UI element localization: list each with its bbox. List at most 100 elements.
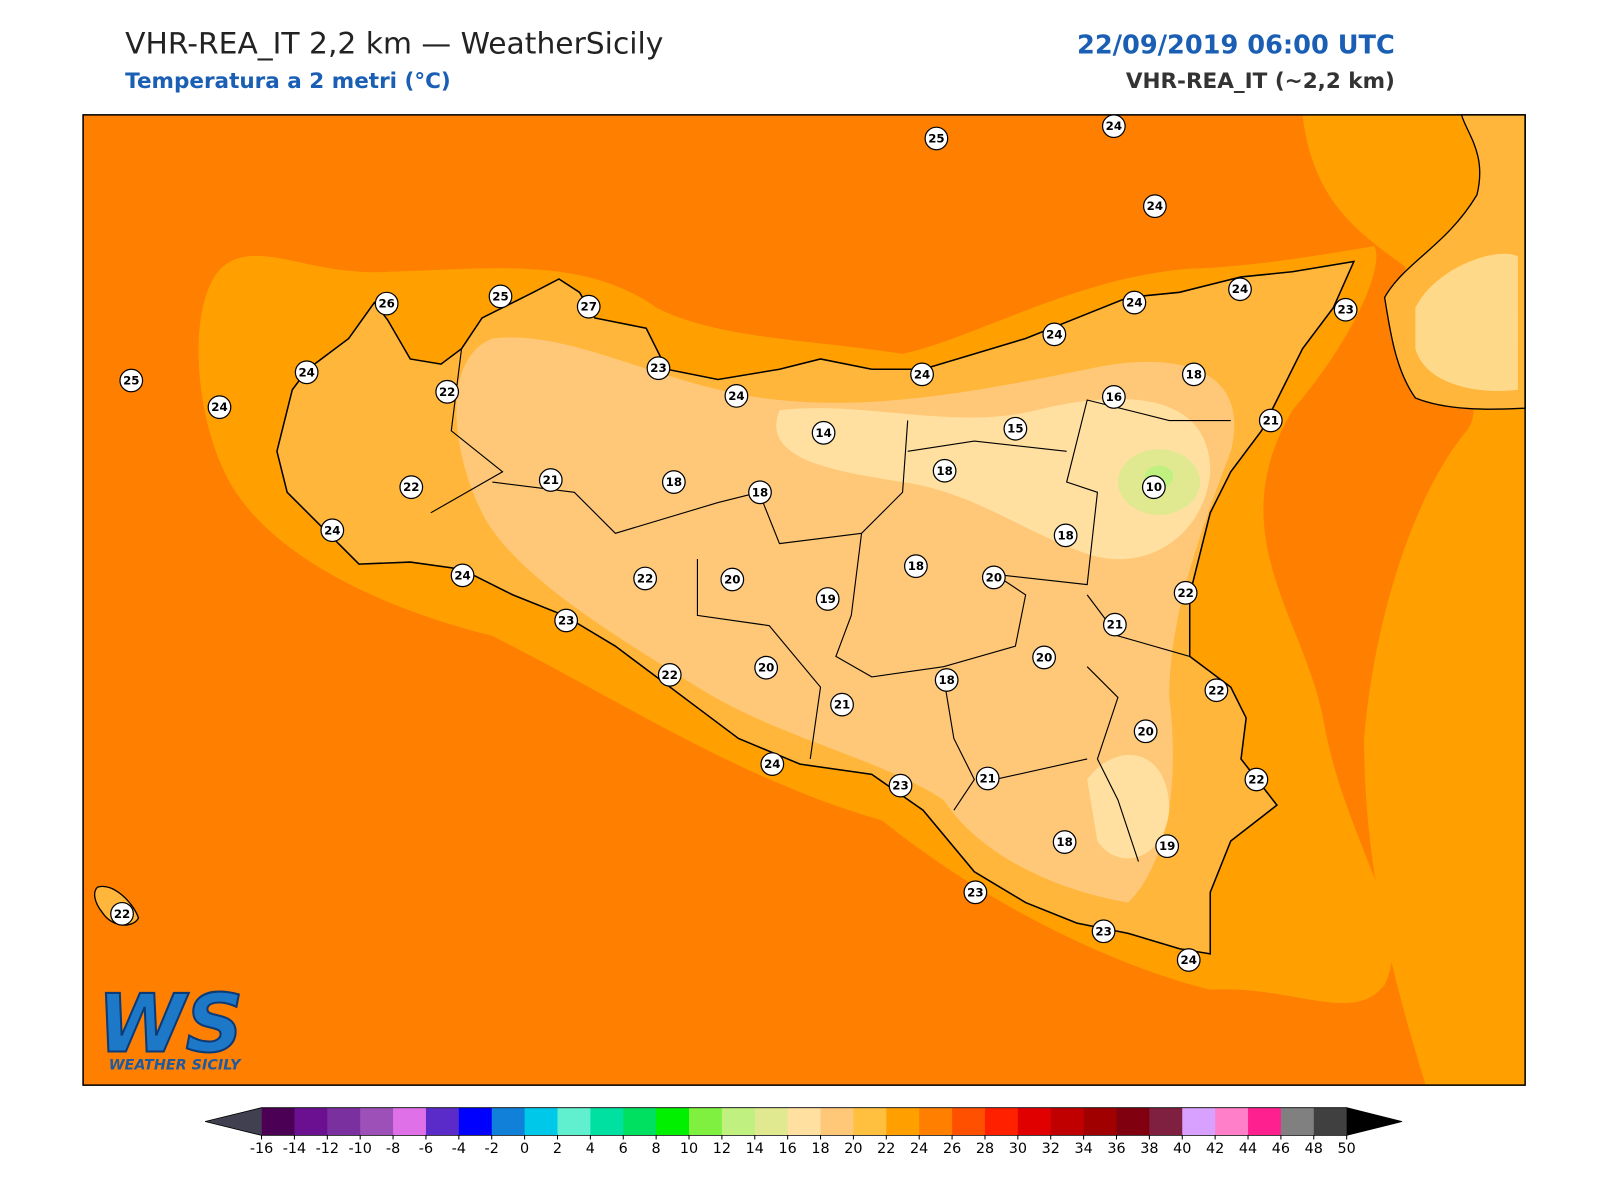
station-value: 20 [724,572,740,586]
station-value: 22 [439,385,455,399]
station-value: 24 [324,523,340,537]
station-value: 18 [1056,835,1072,849]
station: 24 [450,563,475,588]
colorbar-segment [491,1107,526,1136]
station-marker [975,766,1000,791]
station: 25 [488,284,513,309]
inland-cool [776,398,1211,560]
colorbar-segment [557,1107,591,1136]
station-value: 24 [764,757,780,771]
station-value: 20 [758,661,774,675]
colorbar-tick-label: -6 [419,1141,433,1157]
station-value: 24 [728,389,744,403]
colorbar-segment [1116,1107,1150,1136]
station-value: 24 [914,367,930,381]
station-value: 21 [979,771,995,785]
station-marker [435,379,460,404]
station-marker [924,126,949,151]
colorbar-tick-label: 38 [1140,1141,1158,1157]
station-marker [646,356,671,381]
title: VHR-REA_IT 2,2 km — WeatherSicily [125,26,663,61]
station: 24 [1176,948,1201,972]
colorbar-tick-label: 34 [1074,1141,1092,1157]
station-marker [576,294,601,319]
station: 22 [1173,580,1198,605]
station-marker [932,458,957,483]
station-value: 18 [936,464,952,478]
station-value: 22 [637,571,653,585]
station-value: 20 [1036,650,1052,664]
colorbar-tick-label: -14 [283,1141,306,1157]
colorbar-segment [656,1107,690,1136]
station: 18 [934,668,959,692]
station: 23 [1333,297,1358,322]
station-marker [888,773,913,798]
station: 24 [1101,114,1126,139]
station-marker [1141,475,1166,500]
colorbar-segment [984,1107,1019,1136]
colorbar-segment [853,1107,887,1136]
station-marker [1133,719,1158,744]
colorbar: -16 -14 -12 -10 -8 -6 -4 -2 0 2 4 6 8 10 12 14 16 18 20 22 2… [205,1107,1403,1157]
station: 23 [963,880,988,905]
logo: WS WEATHER SICILY [96,976,244,1073]
station-marker [488,284,513,309]
colorbar-segment [919,1107,953,1136]
station-value: 21 [543,473,559,487]
map: 25 24 24 26 25 27 24 24 23 24 25 24 22 23 24 24 18 24 16 15… [82,114,1526,1086]
station-value: 24 [454,568,470,582]
colorbar-segment [1050,1107,1085,1136]
station-marker [1333,297,1358,322]
station-marker [1032,645,1056,670]
colorbar-segment [261,1107,295,1136]
station-marker [1042,322,1067,347]
station-marker [1053,523,1078,548]
colorbar-tick-label: 50 [1338,1141,1356,1157]
station: 20 [1133,719,1158,744]
station: 24 [760,752,785,776]
station: 25 [924,126,949,151]
station-value: 23 [1095,924,1111,938]
colorbar-tick-label: 2 [553,1141,562,1157]
station-marker [320,518,345,543]
map-frame [82,114,1526,1086]
colorbar-tick-label: 10 [680,1141,698,1157]
station-value: 24 [1147,199,1163,213]
station-value: 15 [1007,422,1023,436]
station-value: 18 [752,485,768,499]
station-marker [811,420,836,445]
station-value: 24 [1181,953,1197,967]
station: 26 [374,291,399,316]
colorbar-tick-label: 22 [877,1141,895,1157]
colorbar-over [1346,1107,1403,1136]
colorbar-segment [458,1107,493,1136]
station: 14 [811,420,836,445]
calabria-inland [1415,253,1518,391]
station: 22 [110,901,134,926]
station-value: 18 [1057,528,1073,542]
station-marker [1176,948,1201,972]
station-marker [720,567,745,592]
station-value: 18 [938,673,954,687]
colorbar-tick-label: 32 [1042,1141,1060,1157]
colorbar-tick-label: 6 [619,1141,628,1157]
station: 19 [815,587,840,611]
station-marker [633,566,658,591]
station-marker [754,655,779,680]
station: 18 [661,470,686,494]
datetime: 22/09/2019 06:00 UTC [1077,30,1395,60]
station-marker [119,368,144,393]
colorbar-tick-label: 26 [943,1141,961,1157]
station-value: 24 [1126,296,1142,310]
station: 24 [1122,290,1147,315]
station-value: 21 [834,698,850,712]
colorbar-segment [820,1107,854,1136]
station-value: 22 [1208,683,1224,697]
colorbar-under [205,1107,262,1136]
colorbar-segment [524,1107,558,1136]
station-value: 16 [1106,390,1122,404]
station: 18 [748,480,772,505]
station: 23 [888,773,913,798]
colorbar-segment [1182,1107,1216,1136]
station: 20 [1032,645,1056,670]
